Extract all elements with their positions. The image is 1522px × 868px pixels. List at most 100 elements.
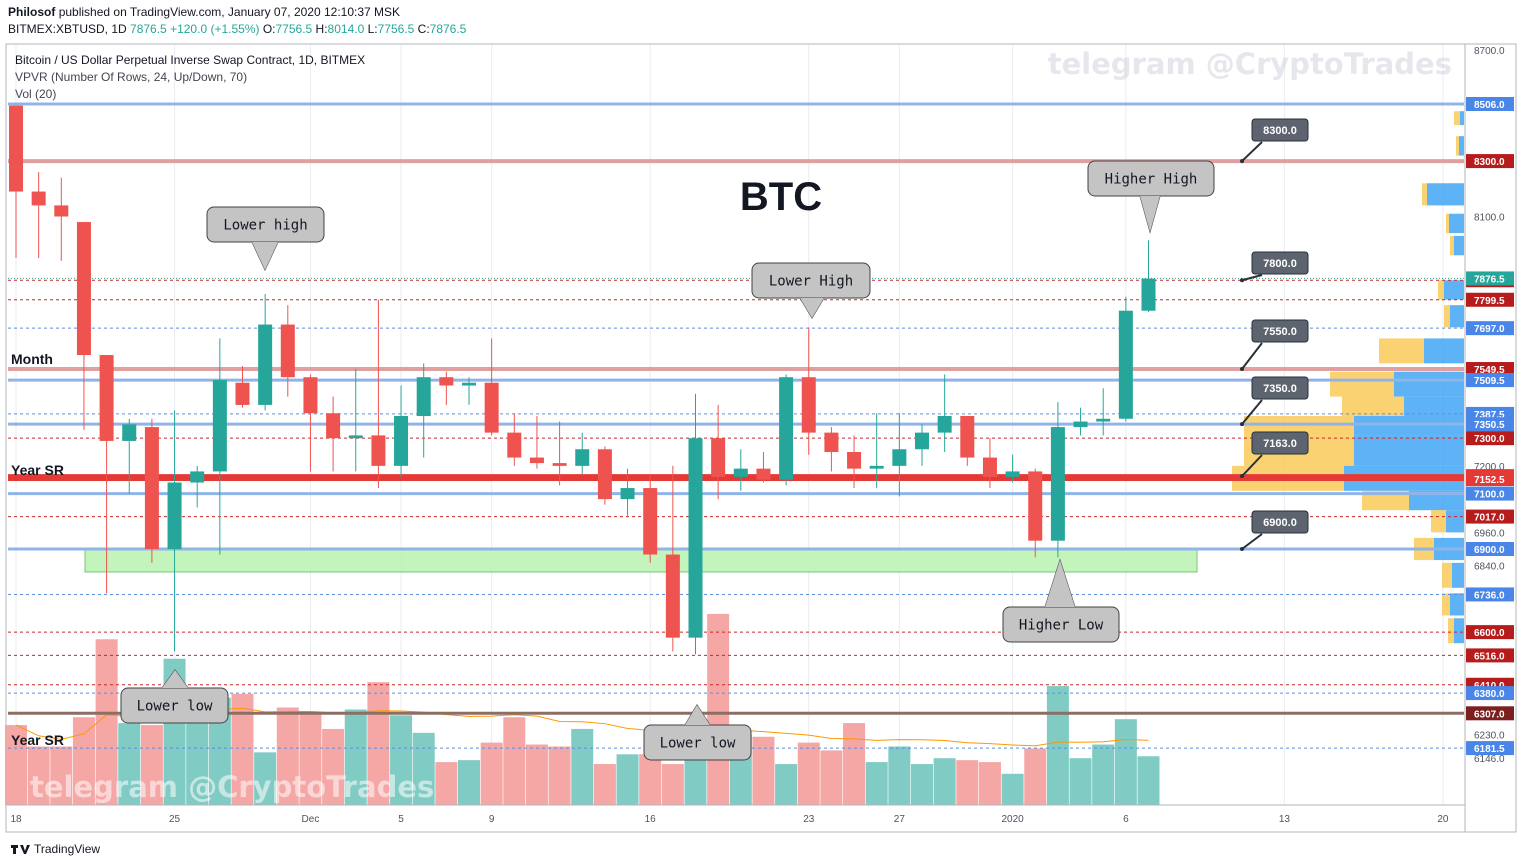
callout-leader: [1241, 274, 1263, 282]
volume-bar: [548, 746, 571, 805]
callout-dot: [1240, 422, 1244, 427]
vpvr-down-bar: [1456, 136, 1459, 156]
volume-bar: [344, 709, 367, 805]
callout-label: 7350.0: [1263, 383, 1297, 395]
vpvr-up-bar: [1424, 338, 1464, 364]
volume-bar: [911, 764, 933, 805]
volume-bar: [1092, 744, 1115, 805]
btc-label: BTC: [740, 175, 822, 219]
callout-dot: [1240, 474, 1244, 479]
candle-body: [122, 424, 137, 441]
annotation-pointer-fill: [1045, 560, 1075, 607]
candle-body: [54, 205, 69, 217]
candle-body: [76, 222, 91, 356]
time-tick: 13: [1279, 814, 1291, 825]
price-tick: 6960.0: [1474, 528, 1505, 539]
vpvr-up-bar: [1446, 510, 1464, 533]
price-tag-label: 6380.0: [1474, 689, 1505, 700]
volume-bar: [1046, 686, 1069, 805]
annotation-text: Higher Low: [1019, 618, 1104, 634]
time-tick: 18: [10, 814, 22, 825]
price-tag-bg: [1466, 431, 1514, 446]
legend-vol: Vol (20): [15, 87, 56, 101]
price-tag-label: 8300.0: [1474, 157, 1505, 168]
callout-leader: [1241, 454, 1263, 477]
footer-brand[interactable]: TradingView: [34, 842, 101, 856]
price-tick: 7200.0: [1474, 462, 1505, 473]
volume-bar: [593, 764, 616, 805]
candle-body: [824, 432, 839, 453]
price-tag-label: 7152.5: [1474, 475, 1505, 486]
volume-bar: [1024, 748, 1047, 805]
price-tag-bg: [1466, 321, 1514, 336]
candle-body: [597, 449, 612, 500]
candle-body: [779, 377, 794, 480]
candle-body: [212, 379, 227, 472]
callout-dot: [1240, 547, 1244, 551]
last-price-tag: 7876.5: [1474, 274, 1505, 285]
candle-body: [280, 324, 295, 378]
vpvr-up-bar: [1460, 111, 1464, 126]
price-tag-bg: [1466, 486, 1514, 501]
price-tag-bg: [1466, 625, 1514, 640]
volume-bar: [616, 754, 639, 805]
watermark-top: telegram @CryptoTrades: [1048, 47, 1452, 81]
candlestick-chart[interactable]: telegram @CryptoTrades telegram @CryptoT…: [0, 0, 1522, 840]
volume-bar: [231, 693, 254, 805]
volume-bar: [865, 762, 888, 805]
callout-leader: [1241, 342, 1263, 370]
vpvr-up-bar: [1409, 490, 1464, 511]
candle-body: [1118, 310, 1133, 419]
time-tick: 6: [1123, 814, 1129, 825]
price-change: +120.0 (+1.55%): [170, 22, 260, 36]
volume-bar: [480, 742, 503, 805]
callout-dot: [1240, 278, 1244, 283]
candle-body: [1141, 278, 1156, 311]
volume-bar: [1114, 719, 1137, 805]
price-tag-label: 6736.0: [1474, 590, 1505, 601]
low-label: L:: [367, 22, 378, 36]
vpvr-up-bar: [1404, 396, 1464, 416]
callout-leader: [1241, 141, 1263, 162]
volume-bar: [525, 744, 548, 805]
open-value: 7756.5: [275, 22, 313, 36]
time-tick: 20: [1437, 814, 1449, 825]
price-tag-label: 7300.0: [1474, 434, 1505, 445]
author-name[interactable]: Philosof: [8, 5, 56, 19]
vpvr-up-bar: [1354, 415, 1464, 436]
price-tag-label: 8506.0: [1474, 100, 1505, 111]
callout-label: 7800.0: [1263, 258, 1297, 270]
price-tag-bg: [1466, 292, 1514, 307]
candle-body: [643, 488, 658, 555]
time-tick: 2020: [1001, 814, 1024, 825]
close-value: 7876.5: [429, 22, 467, 36]
vpvr-up-bar: [1454, 235, 1464, 256]
volume-bar: [797, 742, 820, 805]
volume-bar: [571, 728, 594, 805]
callout-label: 7550.0: [1263, 326, 1297, 338]
price-tag-label: 7017.0: [1474, 513, 1505, 524]
price-axis[interactable]: 8700.0 8100.0 7200.0 6960.0 6840.0 6230.0 6146…: [1466, 46, 1514, 765]
callout-label: 7163.0: [1263, 438, 1297, 450]
callout-box: [1251, 431, 1309, 455]
vpvr-down-bar: [1442, 562, 1452, 588]
volume-bar: [118, 723, 141, 805]
annotation-text: Lower low: [137, 699, 213, 715]
annotation-pointer-fill: [1140, 196, 1160, 232]
volume-bar: [978, 762, 1001, 805]
volume-bar: [1137, 756, 1160, 805]
candle-body: [575, 449, 590, 466]
annotation-pointer-fill: [685, 705, 710, 725]
last-price: 7876.5: [130, 22, 167, 36]
watermark-bottom: telegram @CryptoTrades: [30, 770, 434, 804]
time-axis[interactable]: 18 25 Dec 5 9 16 23 27 2020 6 13 20: [10, 814, 1449, 825]
candle-body: [620, 488, 635, 500]
vpvr-up-bar: [1450, 593, 1464, 616]
vpvr-up-bar: [1354, 435, 1464, 466]
candles: [9, 105, 1156, 655]
candle-body: [733, 468, 748, 477]
zone-label: Year SR: [11, 732, 64, 748]
candle-body: [1073, 421, 1088, 428]
candle-body: [371, 435, 386, 466]
time-tick: 16: [645, 814, 657, 825]
